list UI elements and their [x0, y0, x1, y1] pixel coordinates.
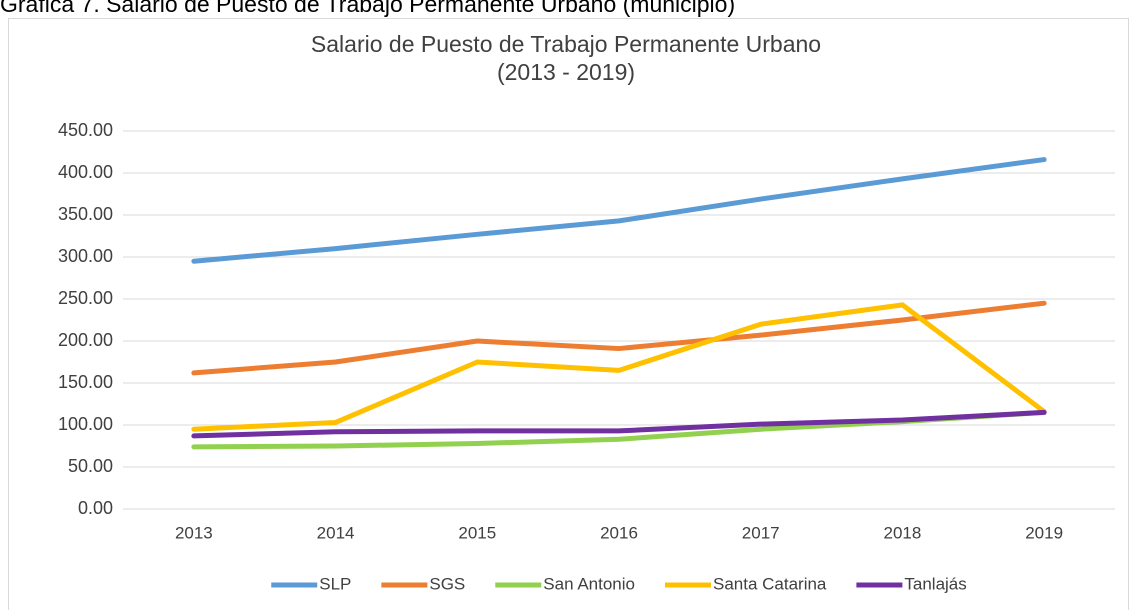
legend-label: SLP — [319, 574, 351, 593]
y-tick-label: 50.00 — [68, 456, 113, 476]
x-tick-label: 2014 — [317, 523, 355, 542]
legend-label: San Antonio — [543, 574, 635, 593]
chart-border — [8, 18, 1129, 610]
chart-subtitle: (2013 - 2019) — [497, 59, 635, 85]
y-tick-label: 250.00 — [58, 288, 113, 308]
y-tick-label: 0.00 — [78, 498, 113, 518]
y-tick-label: 150.00 — [58, 372, 113, 392]
x-tick-label: 2019 — [1025, 523, 1063, 542]
y-tick-label: 350.00 — [58, 204, 113, 224]
series-line — [191, 300, 1047, 376]
legend: SLP SGS San Antonio Santa Catarina Tanlajás — [271, 574, 967, 593]
series-line — [191, 157, 1047, 264]
y-tick-label: 200.00 — [58, 330, 113, 350]
legend-label: Tanlajás — [904, 574, 966, 593]
caption: Gráfica 7. Salario de Puesto de Trabajo … — [0, 0, 735, 17]
legend-label: Santa Catarina — [713, 574, 827, 593]
x-tick-label: 2017 — [742, 523, 780, 542]
series-line — [191, 409, 1047, 439]
series-line — [191, 302, 1047, 432]
x-tick-label: 2016 — [600, 523, 638, 542]
x-tick-label: 2018 — [884, 523, 922, 542]
y-tick-label: 400.00 — [58, 162, 113, 182]
chart-title: Salario de Puesto de Trabajo Permanente … — [311, 31, 821, 57]
y-tick-label: 300.00 — [58, 246, 113, 266]
y-tick-label: 450.00 — [58, 120, 113, 140]
x-tick-label: 2013 — [175, 523, 213, 542]
y-tick-label: 100.00 — [58, 414, 113, 434]
x-tick-label: 2015 — [458, 523, 496, 542]
legend-label: SGS — [429, 574, 465, 593]
